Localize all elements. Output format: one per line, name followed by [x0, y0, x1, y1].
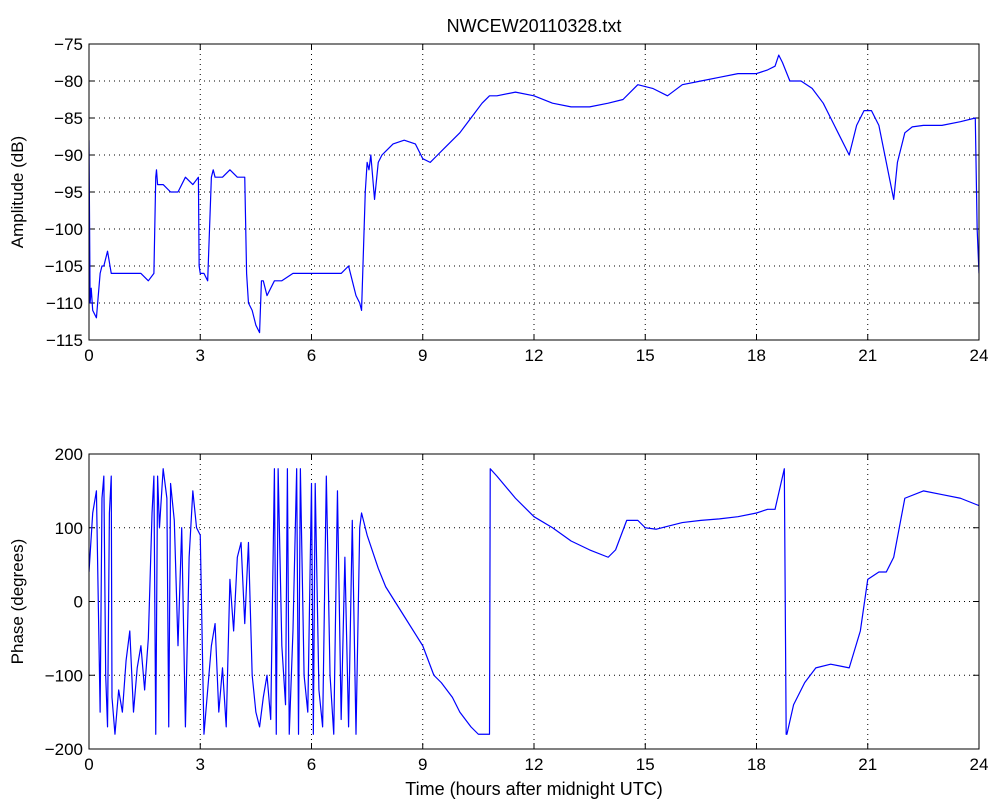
- y-tick-label: −100: [45, 666, 83, 685]
- y-tick-label: −75: [54, 35, 83, 54]
- series-line-1: [89, 468, 979, 735]
- x-tick-label: 3: [196, 346, 205, 365]
- y-tick-label: −115: [46, 331, 83, 350]
- axes-frame: [88, 453, 980, 750]
- x-tick-label: 24: [970, 346, 989, 365]
- x-tick-label: 12: [525, 346, 544, 365]
- x-tick-label: 24: [970, 755, 989, 774]
- x-tick-label: 12: [525, 755, 544, 774]
- y-tick-label: 0: [74, 593, 83, 612]
- x-tick-label: 3: [196, 755, 205, 774]
- subplot-2: 0 3 6 9 12 15 18 21 24 200 100 0 −100 −200 Phase (degr…: [8, 445, 988, 799]
- x-tick-label: 9: [418, 346, 427, 365]
- y-tick-label: −85: [54, 109, 83, 128]
- x-tick-label: 6: [307, 755, 316, 774]
- x-tick-label: 21: [858, 755, 877, 774]
- x-tick-label: 15: [636, 755, 655, 774]
- x-tick-label: 0: [84, 346, 93, 365]
- y-tick-label: −105: [45, 257, 83, 276]
- y-tick-label: −80: [54, 72, 83, 91]
- x-tick-label: 18: [747, 346, 766, 365]
- y-tick-label: −95: [54, 183, 83, 202]
- chart-title: NWCEW20110328.txt: [447, 16, 622, 36]
- y-tick-label: −200: [45, 740, 83, 759]
- subplot-1: 0 3 6 9 12 15 18 21 24 −75 −80 −85 −90 −95 −100 −105 −11…: [8, 16, 988, 365]
- x-tick-label: 6: [307, 346, 316, 365]
- axes-frame: [88, 43, 980, 341]
- x-tick-label: 21: [858, 346, 877, 365]
- series-line-1: [89, 54, 979, 334]
- y-tick-label: −100: [45, 220, 83, 239]
- x-tick-label: 0: [84, 755, 93, 774]
- y-axis-label: Amplitude (dB): [8, 136, 27, 248]
- x-tick-label: 9: [418, 755, 427, 774]
- y-tick-label: −90: [54, 146, 83, 165]
- y-tick-label: −110: [46, 294, 83, 313]
- y-tick-label: 200: [55, 445, 83, 464]
- x-tick-label: 15: [636, 346, 655, 365]
- y-axis-label: Phase (degrees): [8, 539, 27, 665]
- x-tick-label: 18: [747, 755, 766, 774]
- x-axis-label: Time (hours after midnight UTC): [405, 779, 662, 799]
- y-tick-label: 100: [55, 519, 83, 538]
